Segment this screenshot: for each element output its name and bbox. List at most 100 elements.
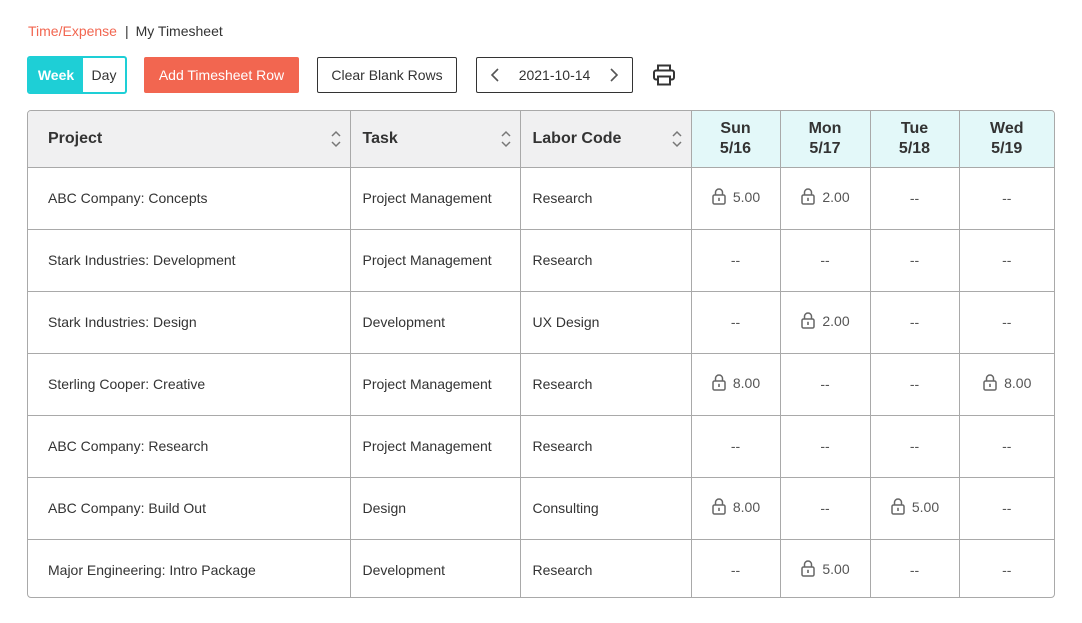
add-timesheet-row-button[interactable]: Add Timesheet Row <box>144 57 299 93</box>
day-toggle-button[interactable]: Day <box>91 67 117 83</box>
hours-cell-empty[interactable]: -- <box>959 291 1054 354</box>
labor-code-cell: Research <box>520 415 692 478</box>
column-header-label: Project <box>48 129 103 147</box>
hours-cell-empty[interactable]: -- <box>691 229 781 292</box>
hours-value: 5.00 <box>732 189 761 205</box>
empty-value: -- <box>909 562 920 579</box>
hours-cell-empty[interactable]: -- <box>870 415 960 478</box>
task-cell: Development <box>350 291 521 354</box>
column-header-label: Labor Code <box>532 129 622 147</box>
hours-value: 2.00 <box>822 189 850 205</box>
table-row[interactable]: Major Engineering: Intro Package Developm… <box>28 539 1054 597</box>
breadcrumb-separator: | <box>124 23 129 39</box>
project-cell: ABC Company: Research <box>28 415 351 478</box>
project-cell: ABC Company: Concepts <box>28 167 351 230</box>
empty-value: -- <box>1002 190 1012 206</box>
hours-cell-empty[interactable]: -- <box>959 229 1054 292</box>
column-header-task[interactable]: Task <box>350 111 521 168</box>
day-name: Tue <box>900 119 929 137</box>
hours-cell-empty[interactable]: -- <box>691 291 781 354</box>
week-toggle-button[interactable]: Week <box>29 58 83 92</box>
column-header-wed: Wed 5/19 <box>959 111 1054 168</box>
empty-value: -- <box>730 562 741 579</box>
empty-value: -- <box>909 314 920 330</box>
task-cell: Project Management <box>350 415 521 478</box>
hours-cell-empty[interactable]: -- <box>959 167 1054 230</box>
labor-code-cell: UX Design <box>520 291 692 354</box>
hours-cell-empty[interactable]: -- <box>870 291 960 354</box>
empty-value: -- <box>820 252 830 268</box>
labor-code-cell: Research <box>520 167 692 230</box>
hours-cell-empty[interactable]: -- <box>691 539 781 597</box>
hours-cell-empty[interactable]: -- <box>870 539 960 597</box>
empty-value: -- <box>1002 562 1012 579</box>
table-row[interactable]: Sterling Cooper: Creative Project Managem… <box>28 353 1054 416</box>
current-date: 2021-10-14 <box>518 67 591 83</box>
lock-icon <box>890 498 906 516</box>
breadcrumb: Time/Expense | My Timesheet <box>28 23 223 39</box>
hours-cell-locked: 5.00 <box>691 167 781 230</box>
chevron-right-icon[interactable] <box>606 67 622 83</box>
hours-cell-locked: 8.00 <box>691 477 781 540</box>
breadcrumb-time-expense-link[interactable]: Time/Expense <box>28 23 117 39</box>
hours-cell-locked: 5.00 <box>870 477 960 540</box>
task-cell: Project Management <box>350 167 521 230</box>
hours-cell-empty[interactable]: -- <box>959 415 1054 478</box>
table-row[interactable]: Stark Industries: Design Development UX De… <box>28 291 1054 354</box>
hours-value: 5.00 <box>911 499 940 515</box>
project-cell: Sterling Cooper: Creative <box>28 353 351 416</box>
labor-code-cell: Research <box>520 353 692 416</box>
hours-cell-empty[interactable]: -- <box>870 353 960 416</box>
day-name: Sun <box>720 119 751 137</box>
column-header-mon: Mon 5/17 <box>780 111 871 168</box>
hours-cell-locked: 8.00 <box>691 353 781 416</box>
hours-cell-empty[interactable]: -- <box>780 415 871 478</box>
lock-icon <box>982 374 998 392</box>
labor-code-cell: Research <box>520 229 692 292</box>
hours-cell-empty[interactable]: -- <box>959 477 1054 540</box>
table-row[interactable]: Stark Industries: Development Project Man… <box>28 229 1054 292</box>
printer-icon[interactable] <box>652 62 676 88</box>
hours-value: 2.00 <box>822 313 850 329</box>
hours-cell-empty[interactable]: -- <box>691 415 781 478</box>
empty-value: -- <box>820 438 830 454</box>
sort-icon[interactable] <box>330 129 342 149</box>
clear-blank-rows-button[interactable]: Clear Blank Rows <box>317 57 457 93</box>
hours-cell-empty[interactable]: -- <box>780 229 871 292</box>
task-cell: Project Management <box>350 353 521 416</box>
project-cell: Stark Industries: Development <box>28 229 351 292</box>
empty-value: -- <box>730 314 741 330</box>
empty-value: -- <box>1002 438 1012 454</box>
hours-cell-empty[interactable]: -- <box>870 167 960 230</box>
table-row[interactable]: ABC Company: Research Project Management R… <box>28 415 1054 478</box>
timesheet-table: Project Task Labor Code <box>27 110 1055 598</box>
column-header-project[interactable]: Project <box>28 111 351 168</box>
empty-value: -- <box>820 376 830 392</box>
table-row[interactable]: ABC Company: Concepts Project Management R… <box>28 167 1054 230</box>
day-date: 5/18 <box>898 139 931 157</box>
hours-value: 8.00 <box>732 375 761 391</box>
hours-cell-empty[interactable]: -- <box>870 229 960 292</box>
day-name: Wed <box>990 119 1024 137</box>
table-header-row: Project Task Labor Code <box>28 111 1054 168</box>
task-cell: Project Management <box>350 229 521 292</box>
day-date: 5/19 <box>991 139 1023 157</box>
hours-cell-locked: 2.00 <box>780 167 871 230</box>
column-header-tue: Tue 5/18 <box>870 111 960 168</box>
column-header-labor-code[interactable]: Labor Code <box>520 111 692 168</box>
date-navigator: 2021-10-14 <box>476 57 633 93</box>
hours-cell-empty[interactable]: -- <box>959 539 1054 597</box>
empty-value: -- <box>909 252 920 268</box>
column-header-sun: Sun 5/16 <box>691 111 781 168</box>
toolbar: Week Day Add Timesheet Row Clear Blank R… <box>27 56 1067 94</box>
hours-cell-empty[interactable]: -- <box>780 353 871 416</box>
chevron-left-icon[interactable] <box>487 67 503 83</box>
table-row[interactable]: ABC Company: Build Out Design Consulting 8.… <box>28 477 1054 540</box>
empty-value: -- <box>820 500 830 516</box>
day-date: 5/17 <box>809 139 841 157</box>
sort-icon[interactable] <box>671 129 683 149</box>
lock-icon <box>800 312 816 330</box>
hours-cell-empty[interactable]: -- <box>780 477 871 540</box>
empty-value: -- <box>730 252 741 268</box>
sort-icon[interactable] <box>500 129 512 149</box>
